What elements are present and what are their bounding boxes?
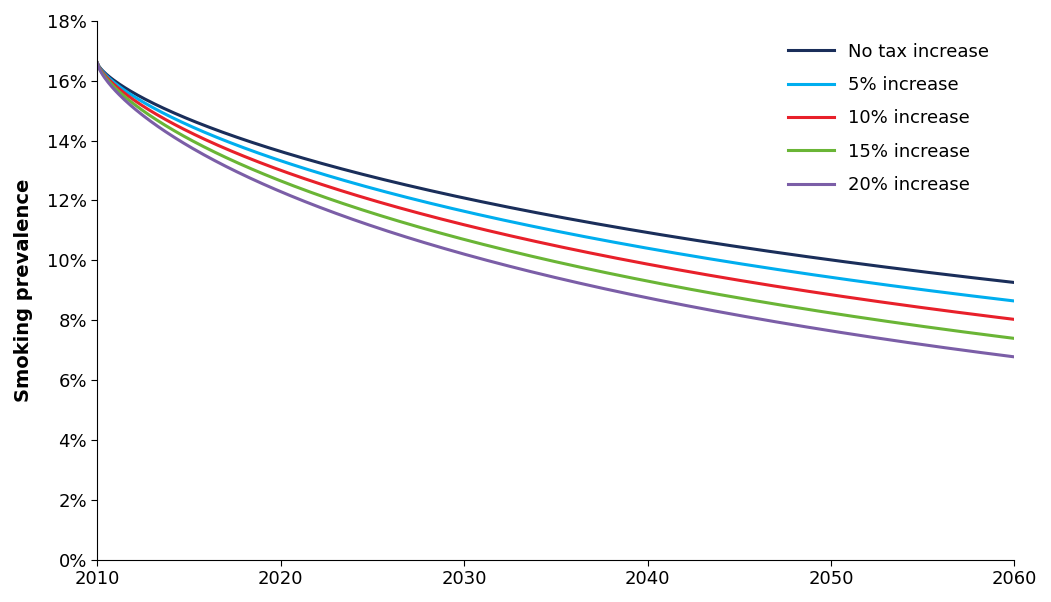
15% increase — [532, 254, 544, 261]
10% increase — [532, 238, 544, 246]
Y-axis label: Smoking prevalence: Smoking prevalence — [14, 179, 33, 402]
10% increase — [527, 237, 539, 244]
5% increase — [843, 276, 856, 284]
No tax increase — [532, 209, 544, 217]
No tax increase — [637, 228, 650, 235]
Line: 20% increase: 20% increase — [97, 63, 1014, 357]
10% increase — [1008, 316, 1021, 323]
20% increase — [527, 268, 539, 276]
15% increase — [843, 312, 856, 319]
10% increase — [90, 59, 103, 66]
Line: 15% increase: 15% increase — [97, 63, 1014, 338]
15% increase — [90, 59, 103, 66]
15% increase — [637, 276, 650, 284]
5% increase — [532, 224, 544, 231]
20% increase — [588, 283, 600, 290]
Line: No tax increase: No tax increase — [97, 63, 1014, 282]
Legend: No tax increase, 5% increase, 10% increase, 15% increase, 20% increase: No tax increase, 5% increase, 10% increa… — [781, 36, 996, 201]
10% increase — [843, 294, 856, 301]
20% increase — [532, 270, 544, 277]
Line: 10% increase: 10% increase — [97, 63, 1014, 320]
15% increase — [527, 253, 539, 260]
5% increase — [588, 235, 600, 242]
20% increase — [986, 350, 998, 358]
Line: 5% increase: 5% increase — [97, 63, 1014, 301]
20% increase — [843, 330, 856, 337]
20% increase — [90, 59, 103, 66]
No tax increase — [90, 59, 103, 66]
20% increase — [1008, 353, 1021, 361]
5% increase — [527, 223, 539, 230]
No tax increase — [588, 220, 600, 227]
10% increase — [637, 259, 650, 267]
5% increase — [637, 244, 650, 251]
15% increase — [1008, 335, 1021, 342]
15% increase — [986, 332, 998, 340]
5% increase — [1008, 297, 1021, 305]
No tax increase — [986, 276, 998, 284]
10% increase — [986, 313, 998, 320]
No tax increase — [1008, 279, 1021, 286]
No tax increase — [527, 208, 539, 216]
20% increase — [637, 293, 650, 300]
10% increase — [588, 250, 600, 257]
15% increase — [588, 267, 600, 274]
5% increase — [986, 295, 998, 302]
No tax increase — [843, 259, 856, 266]
5% increase — [90, 59, 103, 66]
